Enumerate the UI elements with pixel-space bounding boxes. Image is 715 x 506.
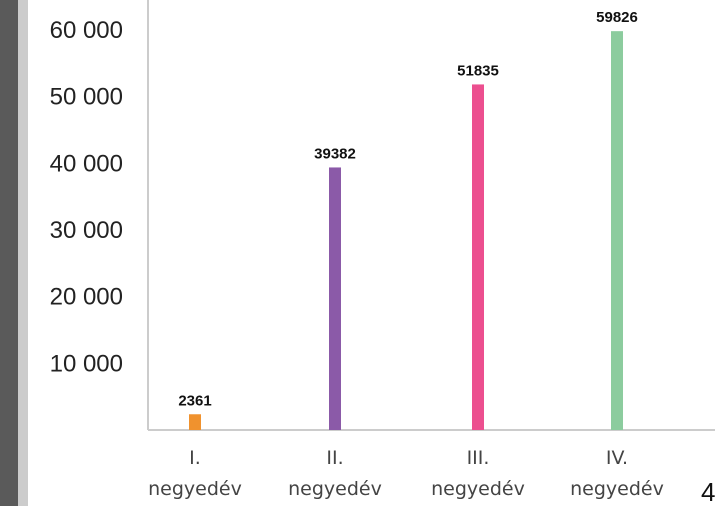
y-tick-label: 20 000 — [50, 284, 123, 311]
data-label: 59826 — [596, 9, 638, 26]
data-label: 51835 — [457, 62, 499, 79]
category-label-word: negyedév — [570, 478, 664, 500]
y-tick-label: 60 000 — [50, 17, 123, 44]
data-labels: 2361 39382 51835 59826 — [178, 9, 638, 409]
data-label: 2361 — [178, 392, 211, 409]
bar — [472, 84, 484, 430]
left-shadow-fade — [18, 0, 28, 506]
left-shadow-edge — [0, 0, 18, 506]
data-label: 39382 — [314, 145, 356, 162]
category-label-word: negyedév — [148, 478, 242, 500]
bar — [189, 414, 201, 430]
bar — [329, 167, 341, 430]
bars — [189, 31, 623, 430]
category-labels: I. negyedév II. negyedév III. negyedév IV. negy… — [148, 447, 664, 500]
category-label-word: negyedév — [288, 478, 382, 500]
y-tick-label: 50 000 — [50, 84, 123, 111]
category-label-numeral: II. — [326, 447, 343, 469]
y-tick-label: 40 000 — [50, 150, 123, 177]
y-tick-label: 10 000 — [50, 350, 123, 377]
y-tick-label: 30 000 — [50, 217, 123, 244]
corner-mark: 4 — [701, 477, 715, 506]
category-label-numeral: III. — [467, 447, 490, 469]
y-tick-labels: 10 000 20 000 30 000 40 000 50 000 60 000 — [50, 17, 123, 377]
category-label-numeral: IV. — [606, 447, 628, 469]
bar — [611, 31, 623, 430]
category-label-word: negyedév — [431, 478, 525, 500]
category-label-numeral: I. — [189, 447, 201, 469]
